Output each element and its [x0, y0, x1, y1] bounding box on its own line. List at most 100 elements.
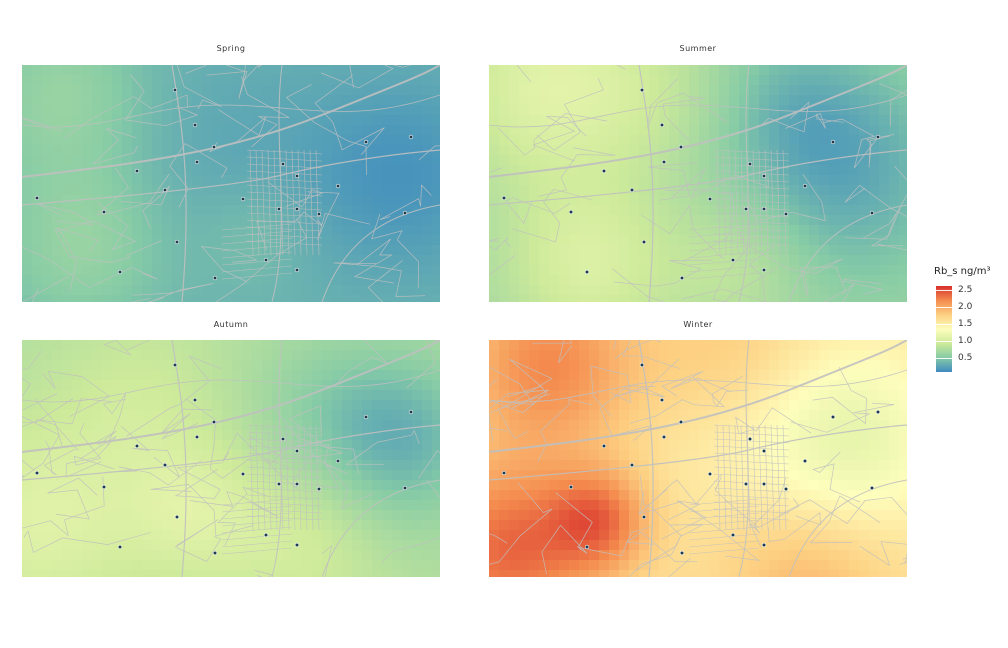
sampling-site-marker	[802, 183, 808, 189]
sampling-site-marker	[172, 87, 178, 93]
sampling-site-marker	[402, 485, 408, 491]
panel-title-spring: Spring	[216, 44, 246, 53]
sampling-site-marker	[174, 514, 180, 520]
sampling-site-marker	[335, 458, 341, 464]
sampling-site-marker	[659, 397, 665, 403]
sampling-site-marker	[211, 144, 217, 150]
map-autumn	[22, 340, 440, 577]
legend-tick: 1.5	[958, 319, 973, 329]
sampling-site-marker	[363, 414, 369, 420]
sampling-site-marker	[875, 134, 881, 140]
map-spring	[22, 65, 440, 302]
sampling-site-marker	[875, 409, 881, 415]
sampling-site-marker	[34, 470, 40, 476]
sampling-site-marker	[192, 122, 198, 128]
sampling-site-marker	[830, 414, 836, 420]
panel-title-summer: Summer	[679, 44, 717, 53]
sampling-site-marker	[641, 239, 647, 245]
sampling-site-marker	[629, 462, 635, 468]
sampling-site-marker	[402, 210, 408, 216]
sampling-site-marker	[761, 448, 767, 454]
legend-colorbar	[936, 286, 952, 372]
sampling-site-marker	[678, 144, 684, 150]
panel-title-winter: Winter	[683, 320, 713, 329]
sampling-site-marker	[276, 481, 282, 487]
legend-tick: 2.0	[958, 302, 973, 312]
legend-tick: 2.5	[958, 285, 973, 295]
sampling-site-marker	[212, 275, 218, 281]
sampling-site-marker	[363, 139, 369, 145]
sampling-site-marker	[678, 419, 684, 425]
sampling-site-marker	[134, 443, 140, 449]
sampling-site-marker	[747, 161, 753, 167]
legend-tick: 1.0	[958, 336, 973, 346]
sampling-site-marker	[408, 134, 414, 140]
sampling-site-marker	[294, 206, 300, 212]
sampling-site-marker	[117, 269, 123, 275]
sampling-site-marker	[641, 514, 647, 520]
sampling-site-marker	[869, 210, 875, 216]
sampling-site-marker	[294, 448, 300, 454]
legend-tick: 0.5	[958, 353, 973, 363]
map-summer	[489, 65, 907, 302]
sampling-site-marker	[212, 550, 218, 556]
sampling-site-marker	[761, 481, 767, 487]
sampling-site-marker	[263, 532, 269, 538]
sampling-site-marker	[761, 542, 767, 548]
sampling-site-marker	[761, 206, 767, 212]
sampling-site-marker	[679, 550, 685, 556]
sampling-site-marker	[830, 139, 836, 145]
concentration-raster	[489, 340, 907, 577]
sampling-site-marker	[501, 195, 507, 201]
map-panel-spring	[22, 65, 440, 302]
sampling-site-marker	[34, 195, 40, 201]
sampling-site-marker	[240, 471, 246, 477]
sampling-site-marker	[294, 267, 300, 273]
sampling-site-marker	[747, 436, 753, 442]
sampling-site-marker	[172, 362, 178, 368]
panel-title-autumn: Autumn	[213, 320, 249, 329]
sampling-site-marker	[730, 257, 736, 263]
sampling-site-marker	[707, 196, 713, 202]
sampling-site-marker	[294, 542, 300, 548]
sampling-site-marker	[601, 168, 607, 174]
sampling-site-marker	[629, 187, 635, 193]
sampling-site-marker	[584, 269, 590, 275]
sampling-site-marker	[802, 458, 808, 464]
sampling-site-marker	[194, 434, 200, 440]
map-panel-summer	[489, 65, 907, 302]
map-panel-autumn	[22, 340, 440, 577]
sampling-site-marker	[101, 209, 107, 215]
sampling-site-marker	[730, 532, 736, 538]
sampling-site-marker	[639, 362, 645, 368]
sampling-site-marker	[661, 434, 667, 440]
sampling-site-marker	[101, 484, 107, 490]
sampling-site-marker	[639, 87, 645, 93]
sampling-site-marker	[280, 161, 286, 167]
color-legend: Rb_s ng/m³ 2.5 2.0 1.5 1.0 0.5	[934, 266, 991, 372]
sampling-site-marker	[783, 486, 789, 492]
sampling-site-marker	[174, 239, 180, 245]
sampling-site-marker	[869, 485, 875, 491]
sampling-site-marker	[162, 187, 168, 193]
sampling-site-marker	[408, 409, 414, 415]
sampling-site-marker	[659, 122, 665, 128]
sampling-site-marker	[211, 419, 217, 425]
sampling-site-marker	[761, 173, 767, 179]
sampling-site-marker	[280, 436, 286, 442]
map-panel-winter	[489, 340, 907, 577]
sampling-site-marker	[162, 462, 168, 468]
sampling-site-marker	[707, 471, 713, 477]
sampling-site-marker	[117, 544, 123, 550]
sampling-site-marker	[661, 159, 667, 165]
sampling-site-marker	[584, 544, 590, 550]
legend-title: Rb_s ng/m³	[934, 266, 991, 277]
sampling-site-marker	[240, 196, 246, 202]
sampling-site-marker	[276, 206, 282, 212]
sampling-site-marker	[263, 257, 269, 263]
sampling-site-marker	[335, 183, 341, 189]
sampling-site-marker	[316, 211, 322, 217]
sampling-site-marker	[294, 481, 300, 487]
sampling-site-marker	[743, 481, 749, 487]
sampling-site-marker	[316, 486, 322, 492]
